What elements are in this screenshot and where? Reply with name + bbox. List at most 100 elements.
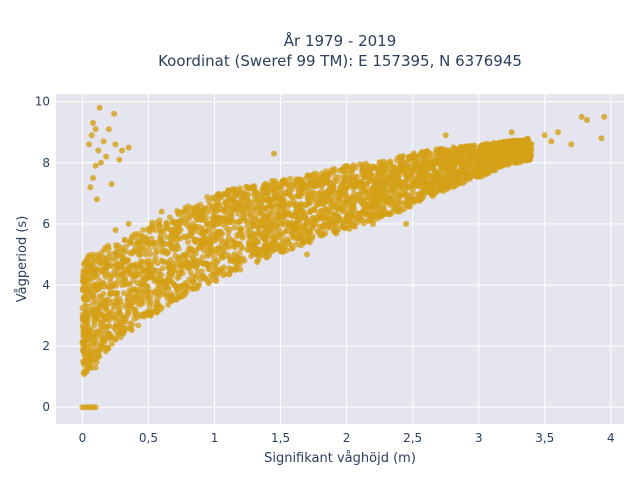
data-point [231, 224, 238, 231]
data-point [372, 204, 379, 211]
data-point [509, 151, 516, 158]
data-point [568, 141, 575, 148]
data-point [134, 292, 141, 299]
data-point [135, 322, 142, 329]
data-point [90, 175, 96, 181]
data-point [479, 159, 486, 166]
data-point [439, 178, 446, 185]
data-point [290, 227, 297, 233]
data-point [449, 173, 456, 180]
data-point [90, 355, 96, 362]
data-point [383, 188, 390, 195]
data-point [96, 104, 103, 111]
data-point [100, 138, 107, 145]
data-point [390, 206, 397, 212]
data-point [435, 150, 442, 157]
data-point [309, 172, 316, 179]
data-point [402, 186, 409, 193]
data-point [301, 222, 308, 228]
data-point [199, 273, 206, 280]
data-point [112, 255, 119, 262]
data-point [271, 233, 277, 240]
x-tick-label: 0 [79, 431, 87, 445]
data-point [125, 220, 132, 227]
data-point [379, 192, 386, 198]
data-point [284, 236, 291, 242]
data-point [279, 196, 286, 203]
data-point [132, 306, 139, 313]
data-point [88, 132, 95, 139]
data-point [139, 233, 146, 240]
data-point [277, 190, 284, 197]
data-point [86, 275, 92, 282]
data-point [523, 136, 530, 142]
data-point [244, 247, 251, 254]
data-point [167, 293, 174, 300]
data-point [290, 198, 297, 205]
data-point [82, 367, 89, 374]
data-point [138, 268, 145, 275]
data-point [498, 149, 505, 156]
data-point [230, 203, 237, 210]
data-point [350, 185, 357, 192]
data-point [138, 288, 145, 295]
data-point [455, 153, 462, 160]
data-point [87, 184, 94, 191]
data-point [156, 217, 163, 224]
data-point [294, 235, 301, 242]
data-point [155, 301, 161, 308]
data-point [431, 181, 438, 187]
data-point [502, 144, 509, 151]
data-point [476, 164, 483, 171]
data-point [175, 211, 182, 218]
grid-lines [56, 94, 624, 424]
data-point [352, 164, 359, 171]
data-point [185, 239, 192, 245]
data-point [449, 146, 456, 153]
data-point [304, 184, 310, 191]
data-point [106, 322, 113, 329]
data-point [114, 272, 121, 279]
data-point [172, 235, 179, 242]
x-tick-label: 4 [607, 431, 615, 445]
data-point [112, 280, 118, 287]
data-point [337, 190, 343, 197]
x-tick-label: 1 [211, 431, 219, 445]
data-point [106, 284, 113, 291]
data-point [158, 272, 165, 279]
data-point [357, 178, 364, 185]
data-point [94, 272, 101, 279]
data-point [271, 150, 277, 157]
data-point [463, 170, 470, 177]
data-points [79, 104, 608, 411]
data-point [389, 200, 396, 207]
data-point [297, 242, 304, 249]
data-point [255, 230, 262, 237]
data-point [318, 183, 325, 190]
data-point [102, 273, 109, 280]
data-point [388, 191, 395, 198]
data-point [397, 192, 404, 199]
data-point [188, 246, 195, 253]
data-point [265, 252, 272, 259]
data-point [322, 230, 329, 237]
data-point [343, 192, 350, 199]
data-point [303, 202, 310, 209]
data-point [121, 270, 128, 277]
data-point [285, 220, 292, 227]
data-point [91, 318, 98, 325]
data-point [442, 132, 449, 139]
data-point [119, 259, 126, 266]
data-point [203, 214, 210, 221]
data-point [88, 294, 95, 301]
data-point [213, 215, 220, 222]
data-point [198, 242, 205, 249]
data-point [134, 311, 141, 318]
data-point [222, 243, 229, 250]
data-point [113, 260, 120, 267]
data-point [238, 204, 245, 211]
data-point [133, 296, 140, 303]
data-point [99, 324, 106, 331]
data-point [178, 293, 185, 300]
data-point [137, 301, 144, 308]
